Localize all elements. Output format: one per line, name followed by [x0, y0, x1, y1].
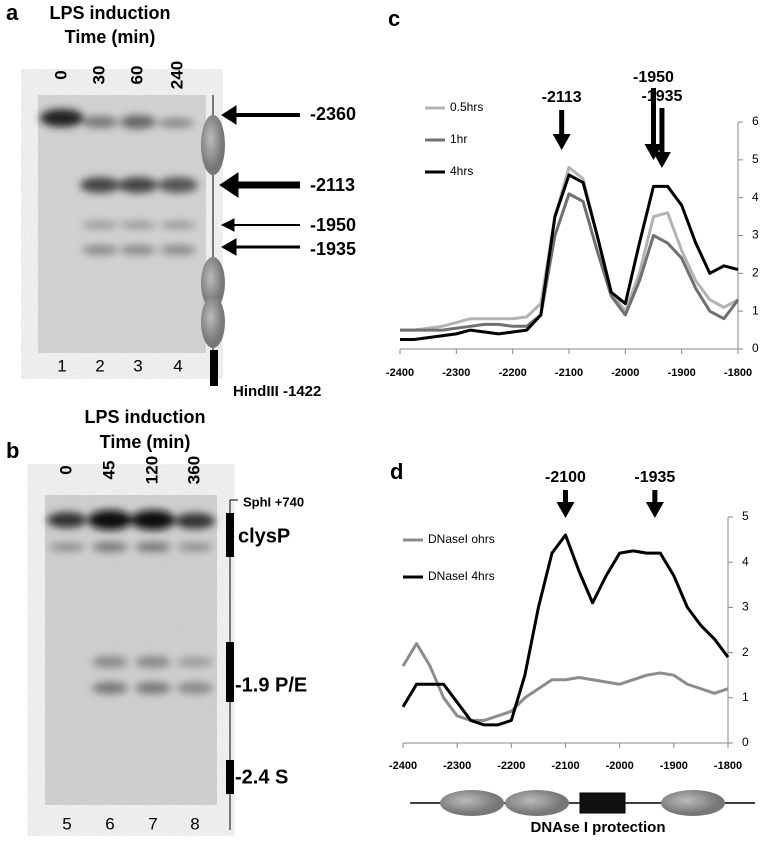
- y-tick-label: 1: [752, 303, 759, 317]
- lane-number: 1: [57, 356, 66, 375]
- nucleosome: [201, 115, 225, 175]
- gel-bands: [47, 510, 215, 694]
- arrow-label: -2113: [542, 89, 582, 106]
- lane-header: 30: [89, 66, 108, 85]
- series-line: [401, 533, 730, 727]
- site-label: SphI +740: [243, 494, 304, 509]
- panel-label: d: [390, 459, 403, 484]
- arrows: [219, 105, 300, 256]
- x-tick-label: -2100: [555, 367, 583, 379]
- arrow-label: -1950: [633, 69, 674, 86]
- legend-label: 0.5hrs: [450, 100, 483, 114]
- y-tick-label: 5: [742, 509, 749, 523]
- x-tick-label: -1800: [724, 367, 752, 379]
- y-tick-label: 3: [742, 600, 749, 614]
- nucleosome: [201, 296, 225, 348]
- title: LPS induction: [85, 407, 206, 427]
- lane-number: 8: [190, 814, 199, 833]
- legend-label: DNaseI ohrs: [428, 532, 495, 546]
- y-tick-label: 1: [742, 690, 749, 704]
- x-tick-label: -1800: [714, 760, 742, 772]
- region-label: clysP: [238, 525, 290, 547]
- x-tick-label: -2400: [386, 367, 414, 379]
- region-label: -2.4 S: [235, 766, 288, 788]
- x-tick-label: -2300: [442, 367, 470, 379]
- panel-label: a: [6, 0, 19, 25]
- lane-number: 7: [148, 814, 157, 833]
- y-tick-label: 0: [752, 341, 759, 355]
- legend-label: 1hr: [450, 132, 467, 146]
- arrow-head: [652, 152, 671, 168]
- panel-label: b: [6, 438, 19, 463]
- y-tick-label: 6: [752, 114, 759, 128]
- y-tick-label: 2: [752, 266, 759, 280]
- region-bar: [226, 513, 234, 557]
- x-tick-label: -1900: [668, 367, 696, 379]
- region-label: -1.9 P/E: [235, 674, 307, 696]
- title: Time (min): [100, 432, 191, 452]
- legend-label: DNaseI 4hrs: [428, 569, 495, 583]
- arrow-label: -1935: [641, 88, 682, 105]
- x-tick-label: -2400: [389, 760, 417, 772]
- lane-number: 5: [62, 814, 71, 833]
- x-tick-label: -2000: [606, 760, 634, 772]
- arrow-head: [556, 502, 575, 518]
- band-label: -2360: [310, 104, 356, 124]
- x-tick-label: -2300: [443, 760, 471, 772]
- lane-number: 6: [105, 814, 114, 833]
- lane-header: 0: [51, 70, 70, 79]
- nucleosome: [505, 790, 569, 816]
- y-tick-label: 0: [742, 735, 749, 749]
- band-label: -2113: [310, 175, 355, 195]
- gel-bands: [40, 109, 198, 255]
- series-line: [401, 642, 729, 722]
- title: Time (min): [65, 27, 156, 47]
- series-line: [400, 165, 739, 332]
- panel-label: c: [388, 6, 400, 31]
- y-tick-label: 5: [752, 152, 759, 166]
- arrow-label: -1935: [634, 469, 675, 486]
- title: LPS induction: [50, 3, 171, 23]
- y-tick-label: 4: [742, 554, 749, 568]
- band-label: -1950: [310, 215, 356, 235]
- lane-header: 45: [99, 461, 118, 480]
- x-tick-label: -2000: [611, 367, 639, 379]
- nucleosome: [661, 790, 725, 816]
- arrow-label: -2100: [545, 469, 586, 486]
- lane-header: 360: [184, 456, 203, 484]
- y-tick-label: 3: [752, 228, 759, 242]
- arrow-head: [645, 502, 664, 518]
- x-tick-label: -2100: [551, 760, 579, 772]
- region-bar: [226, 760, 234, 794]
- y-tick-label: 4: [752, 190, 759, 204]
- protected-site: [579, 792, 626, 814]
- legend-label: 4hrs: [450, 164, 473, 178]
- x-tick-label: -2200: [497, 760, 525, 772]
- gel-grain: [45, 495, 217, 805]
- y-tick-label: 2: [742, 645, 749, 659]
- nucleosome: [440, 790, 504, 816]
- lane-header: 240: [167, 61, 186, 89]
- arrow-head: [552, 134, 571, 150]
- region-bar: [226, 642, 234, 702]
- lane-number: 4: [173, 356, 182, 375]
- footer: HindIII -1422: [233, 383, 321, 400]
- lane-header: 60: [127, 66, 146, 85]
- band-label: -1935: [310, 239, 356, 259]
- nucleosome: [201, 257, 225, 309]
- series-line: [400, 173, 739, 342]
- lane-number: 3: [133, 356, 142, 375]
- marker-bar: [210, 350, 218, 386]
- lane-header: 120: [142, 456, 161, 484]
- lane-header: 0: [56, 465, 75, 474]
- series-line: [400, 192, 740, 332]
- caption: DNAse I protection: [530, 819, 665, 836]
- lane-number: 2: [95, 356, 104, 375]
- x-tick-label: -2200: [499, 367, 527, 379]
- x-tick-label: -1900: [660, 760, 688, 772]
